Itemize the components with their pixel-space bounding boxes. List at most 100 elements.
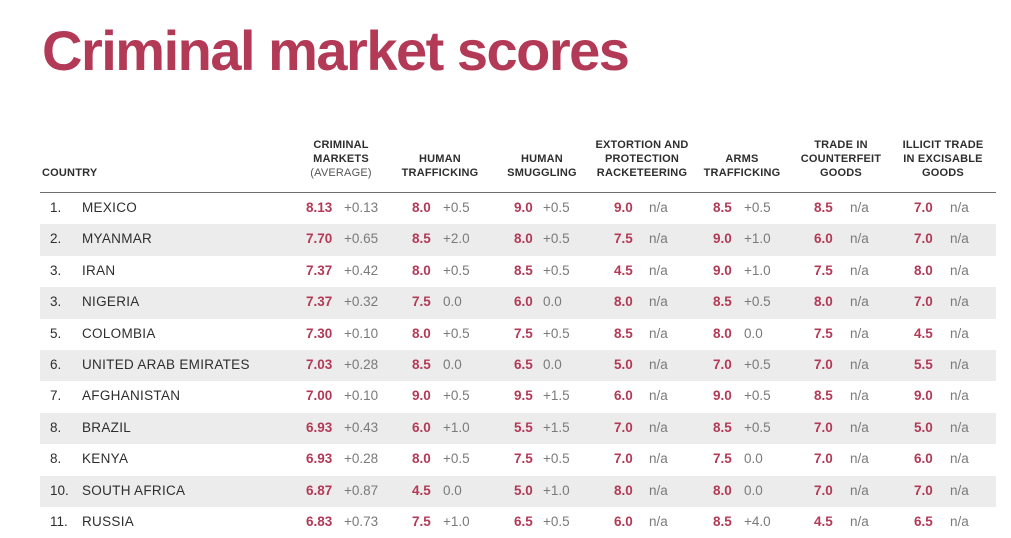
change-cell: n/a [950,325,969,341]
change-cell: +0.5 [744,200,771,215]
score-cell: 8.0 [412,451,431,467]
change-cell: n/a [850,451,869,467]
change-cell: +1.0 [543,482,570,498]
change-cell: +0.10 [344,325,379,341]
change-cell: +0.28 [344,451,379,467]
change-cell: +0.73 [344,513,379,529]
change-cell: n/a [950,482,969,498]
change-cell: n/a [649,513,668,529]
table-row: 7. AFGHANISTAN 7.00 +0.10 9.0 +0.5 9.5 +1.5 6.0 n… [40,381,996,412]
score-cell: 7.5 [412,294,431,310]
change-cell: +0.5 [744,356,771,372]
change-cell: +1.0 [744,262,771,278]
score-cell: 7.37 [306,262,333,278]
score-cell: 6.83 [306,513,333,529]
score-cell: 7.5 [514,325,533,341]
score-cell: 8.0 [412,262,431,278]
country-cell: SOUTH AFRICA [82,482,186,498]
change-cell: n/a [649,388,668,404]
change-cell: n/a [850,356,869,372]
score-cell: 9.0 [713,388,732,404]
score-cell: 8.5 [412,231,431,247]
score-cell: 7.0 [713,356,732,372]
score-cell: 7.70 [306,231,333,247]
change-cell: n/a [649,356,668,372]
change-cell: 0.0 [443,482,462,498]
country-cell: IRAN [82,262,116,278]
change-cell: n/a [950,513,969,529]
change-cell: +0.28 [344,356,379,372]
score-cell: 7.0 [914,294,933,310]
change-cell: n/a [850,231,869,247]
score-cell: 7.5 [713,451,732,467]
scores-table: COUNTRY CRIMINAL MARKETS (AVERAGE) HUMAN… [40,118,996,538]
header-human-smuggling: HUMAN SMUGGLING [507,153,577,179]
change-cell: 0.0 [744,325,763,341]
country-cell: RUSSIA [82,513,135,529]
change-cell: n/a [950,388,969,404]
change-cell: n/a [649,200,668,215]
change-cell: +0.5 [744,388,771,404]
table-row: 6. UNITED ARAB EMIRATES 7.03 +0.28 8.5 0.0 6.5… [40,349,996,382]
score-cell: 8.5 [713,513,732,529]
country-cell: UNITED ARAB EMIRATES [82,356,250,372]
header-human-trafficking: HUMAN TRAFFICKING [401,153,479,179]
change-cell: +0.32 [344,294,379,310]
change-cell: +0.5 [543,451,570,467]
score-cell: 7.0 [614,419,633,435]
table-body: 1. MEXICO 8.13 +0.13 8.0 +0.5 9.0 +0.5 9.0 n/a 8.5… [40,193,996,538]
change-cell: 0.0 [443,356,462,372]
score-cell: 9.0 [412,388,431,404]
score-cell: 8.5 [412,356,431,372]
score-cell: 8.0 [814,294,833,310]
change-cell: +0.5 [443,325,470,341]
change-cell: +0.5 [744,419,771,435]
change-cell: +1.5 [543,388,570,404]
change-cell: +0.5 [443,388,470,404]
score-cell: 6.0 [614,513,633,529]
change-cell: n/a [950,294,969,310]
score-cell: 6.5 [914,513,933,529]
score-cell: 8.0 [713,482,732,498]
score-cell: 7.0 [814,419,833,435]
header-excisable: ILLICIT TRADE IN EXCISABLE GOODS [902,139,984,179]
score-cell: 9.0 [713,262,732,278]
score-cell: 5.0 [514,482,533,498]
change-cell: n/a [850,294,869,310]
score-cell: 7.5 [412,513,431,529]
score-cell: 9.0 [713,231,732,247]
country-cell: MYANMAR [82,231,153,247]
score-cell: 7.30 [306,325,333,341]
header-arms-trafficking: ARMS TRAFFICKING [703,153,781,179]
score-cell: 8.0 [614,482,633,498]
score-cell: 7.5 [614,231,633,247]
country-cell: MEXICO [82,200,138,215]
score-cell: 7.0 [814,482,833,498]
change-cell: +1.5 [543,419,570,435]
change-cell: n/a [649,262,668,278]
table-header: COUNTRY CRIMINAL MARKETS (AVERAGE) HUMAN… [40,118,996,193]
change-cell: +0.65 [344,231,379,247]
score-cell: 8.5 [514,262,533,278]
change-cell: 0.0 [543,356,562,372]
score-cell: 8.0 [914,262,933,278]
header-criminal-markets-sub: (AVERAGE) [310,167,372,179]
table-row: 8. BRAZIL 6.93 +0.43 6.0 +1.0 5.5 +1.5 7.0 n/a 8.5… [40,412,996,445]
change-cell: +0.42 [344,262,379,278]
header-criminal-markets: CRIMINAL MARKETS (AVERAGE) [302,138,380,180]
change-cell: +2.0 [443,231,470,247]
table-row: 1. MEXICO 8.13 +0.13 8.0 +0.5 9.0 +0.5 9.0 n/a 8.5… [40,193,996,224]
score-cell: 8.5 [713,294,732,310]
score-cell: 7.03 [306,356,333,372]
rank-cell: 7. [50,388,62,404]
score-cell: 6.5 [514,513,533,529]
score-cell: 7.0 [814,451,833,467]
rank-cell: 10. [50,482,69,498]
score-cell: 8.0 [614,294,633,310]
rank-cell: 3. [50,294,62,310]
change-cell: n/a [850,513,869,529]
country-cell: KENYA [82,451,129,467]
change-cell: n/a [950,451,969,467]
score-cell: 8.0 [713,325,732,341]
change-cell: n/a [649,419,668,435]
